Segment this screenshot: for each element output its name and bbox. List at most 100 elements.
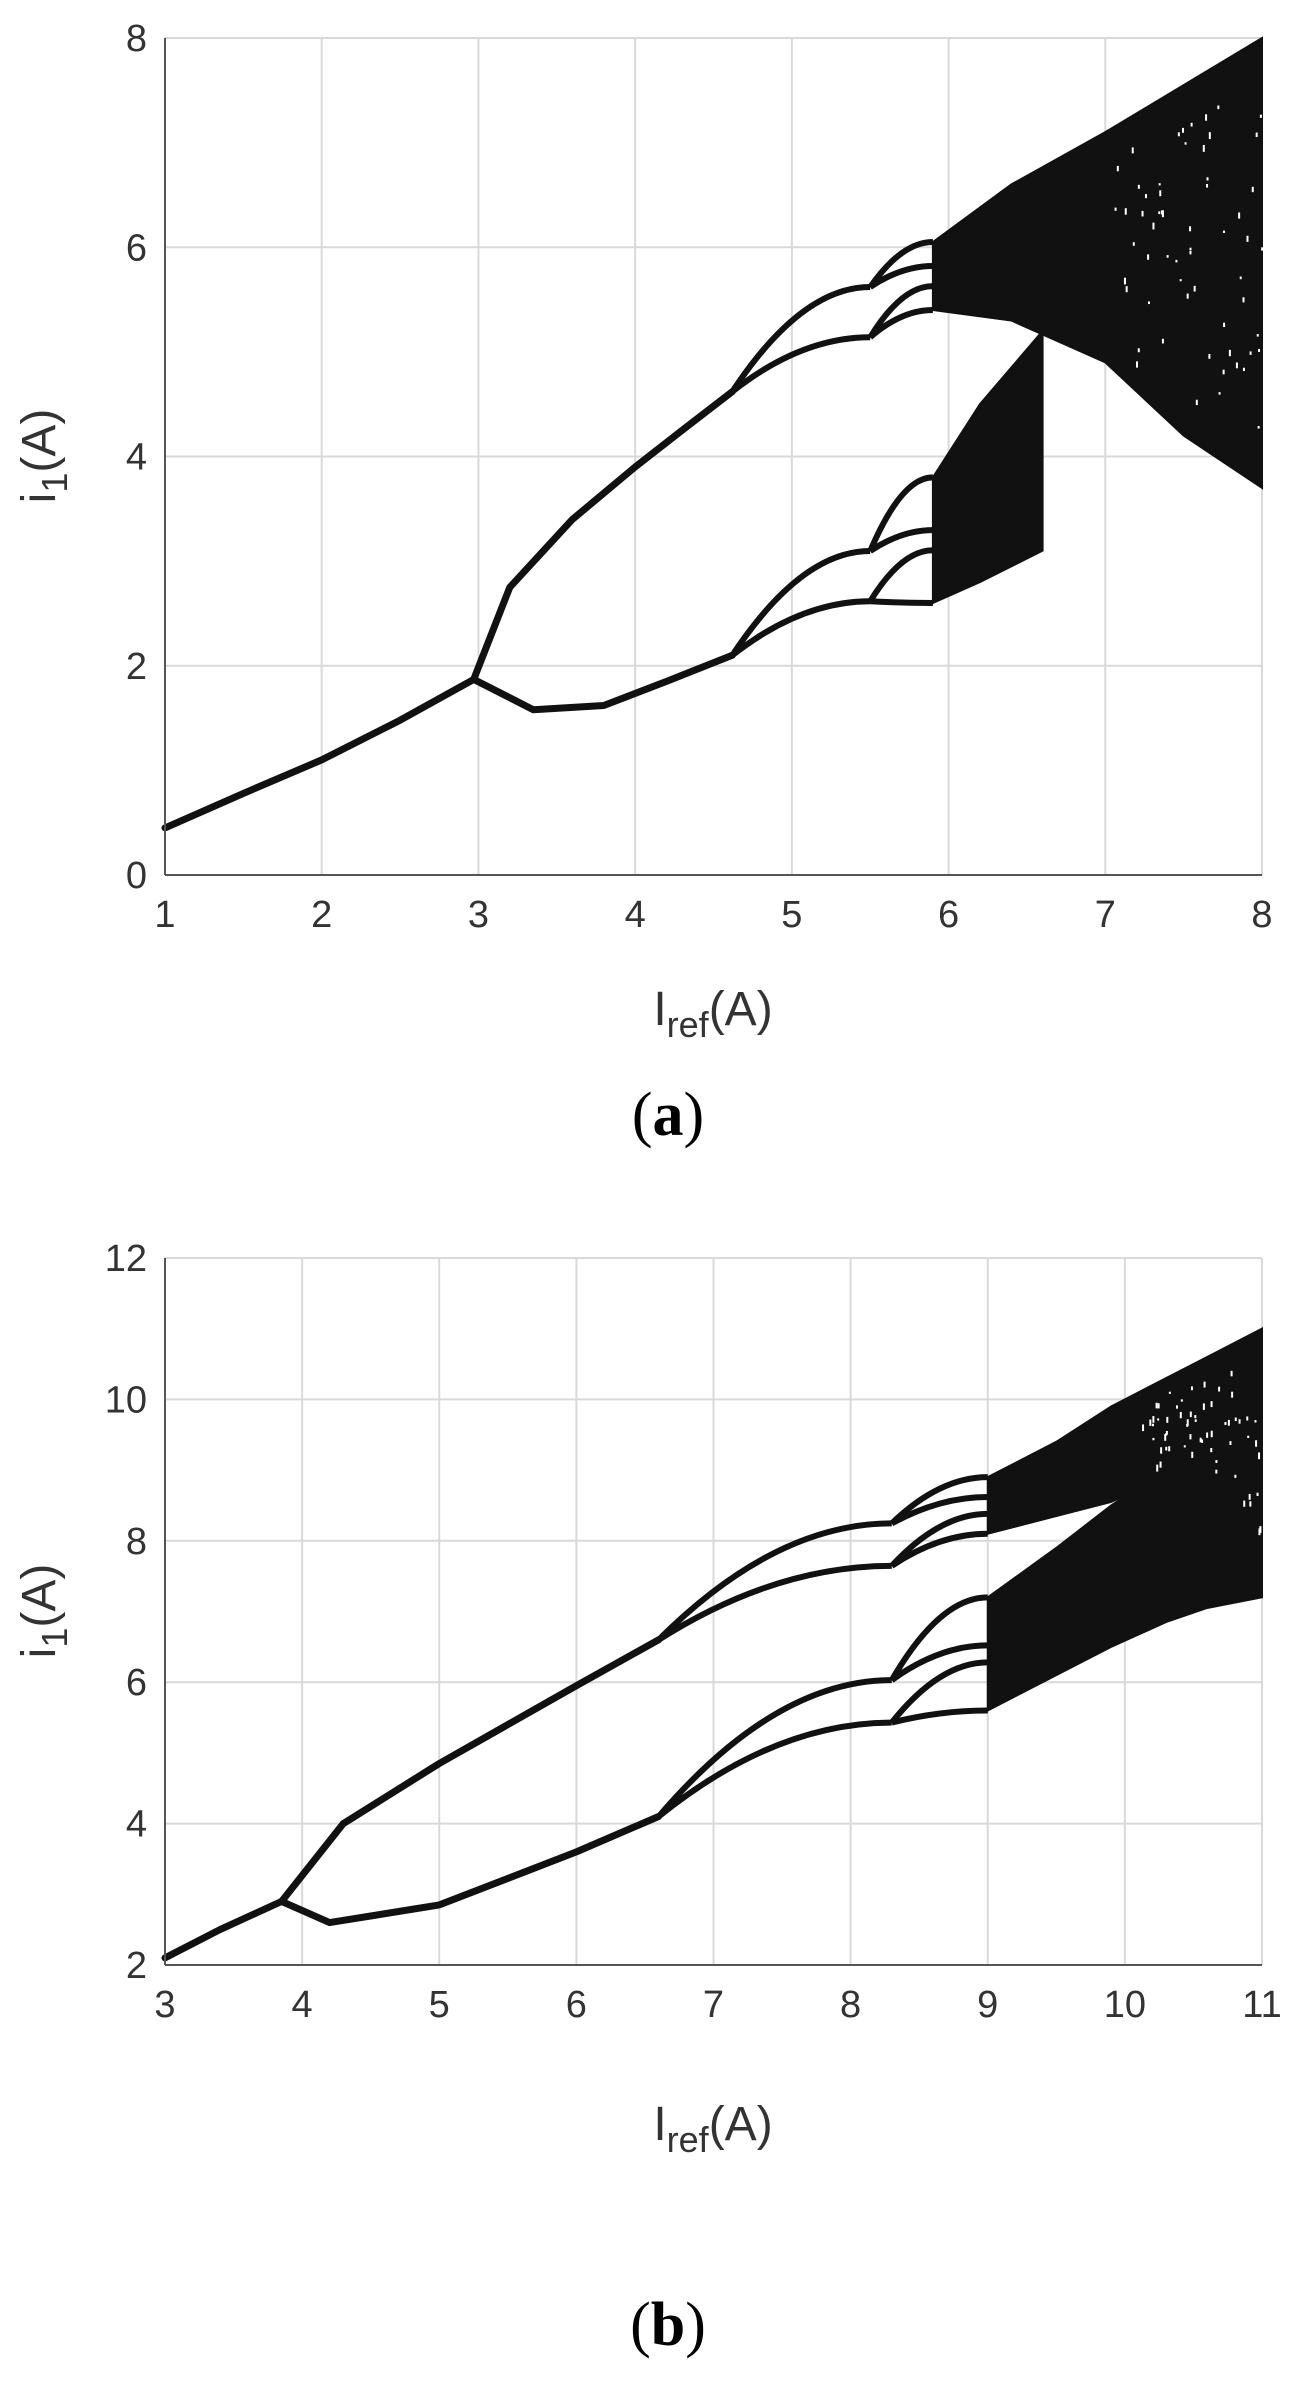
- panel-a-x-tick-label-5: 5: [781, 894, 802, 936]
- panel-b-chaos-speckle: [1234, 1474, 1237, 1478]
- panel-b-chaos-speckle: [1142, 1424, 1145, 1432]
- panel-a-chaos-speckle: [1114, 207, 1117, 211]
- panel-b-chaos-speckle: [1164, 1434, 1167, 1441]
- panel-a-chaos-speckle: [1161, 338, 1164, 344]
- panel-a-chaos-speckle: [1147, 254, 1150, 260]
- panel-a-y-tick-label-0: 0: [126, 855, 147, 897]
- panel-a-chaos-speckle: [1208, 132, 1211, 140]
- panel-a-chaos-speckle: [1181, 127, 1184, 133]
- panel-b-period8-lower-b-b: [891, 1707, 988, 1726]
- panel-a-chaos-speckle: [1189, 226, 1192, 232]
- panel-a-chaos-speckle: [1177, 132, 1180, 137]
- panel-a-y-axis-label: i1(A): [13, 409, 75, 504]
- panel-a-chaos-speckle: [1249, 351, 1252, 355]
- panel-b-chaos-speckle: [1229, 1441, 1232, 1445]
- panel-a-marks: [161, 36, 1264, 832]
- panel-a-period8-lower-b-b: [870, 598, 933, 606]
- panel-b-x-tick-label-7: 7: [703, 1984, 724, 2026]
- panel-b-x-axis-label-subscript: ref: [667, 2119, 710, 2160]
- panel-a-chaos-speckle: [1131, 147, 1134, 154]
- panel-a-chaos-speckle: [1255, 132, 1258, 138]
- panel-b-tick-labels: 3 4 5 6 7 8 9 10 11 2 4 6 8 10 12: [105, 1238, 1282, 2026]
- panel-b-chaos-speckle: [1189, 1434, 1192, 1440]
- panel-b-chaos-speckle: [1234, 1417, 1237, 1422]
- panel-b-y-tick-label-10: 10: [105, 1379, 147, 1421]
- panel-b-chaos-speckle: [1224, 1422, 1227, 1425]
- panel-b-period4-lower-b: [656, 1719, 892, 1819]
- panel-b-x-tick-label-8: 8: [840, 1984, 861, 2026]
- panel-b-chaos-speckle: [1149, 1419, 1152, 1426]
- panel-b-chaos-speckle: [1194, 1419, 1197, 1422]
- panel-a-chaos-speckle: [1202, 144, 1205, 152]
- panel-b-y-tick-label-6: 6: [126, 1662, 147, 1704]
- panel-a-chaos-speckle: [1190, 122, 1193, 127]
- panel-a-chaos-speckle: [1223, 322, 1226, 328]
- panel-b-grid: [165, 1257, 1263, 1965]
- panel-b-chaos-speckle: [1190, 1386, 1193, 1391]
- panel-a-chaos-speckle: [1189, 247, 1192, 251]
- panel-b-chaos-speckle: [1199, 1437, 1202, 1443]
- panel-b-x-tick-label-6: 6: [566, 1984, 587, 2026]
- panel-a-period8-upper-b-a: [867, 283, 934, 339]
- panel-a-period4-lower-b: [730, 598, 871, 658]
- panel-b-chaos-speckle: [1203, 1381, 1206, 1388]
- panel-a-chaos-speckle: [1205, 114, 1208, 121]
- panel-a-y-tick-label-6: 6: [126, 227, 147, 269]
- panel-b-chaos-speckle: [1201, 1439, 1204, 1443]
- panel-a-period8-upper-a-a: [867, 239, 934, 289]
- panel-a-x-tick-label-6: 6: [938, 894, 959, 936]
- panel-a-chaos-speckle: [1160, 210, 1163, 215]
- panel-a-y-axis-label-subscript: 1: [34, 473, 75, 493]
- panel-b-period8-lower-b-a: [889, 1659, 988, 1725]
- panel-b-chaos-speckle: [1215, 1460, 1218, 1463]
- panel-b-chaos-speckle: [1152, 1437, 1155, 1441]
- panel-b-chaos-speckle: [1180, 1399, 1183, 1402]
- panel-a-period2-lower-branch: [470, 651, 736, 714]
- panel-a-x-tick-label-2: 2: [311, 894, 332, 936]
- panel-a-period8-lower-a-a: [867, 474, 934, 553]
- panel-b-chaos-speckle: [1166, 1416, 1169, 1423]
- panel-a-period8-lower-b-a: [867, 547, 934, 603]
- panel-a-chaos-speckle: [1141, 210, 1144, 217]
- panel-a-chaos-speckle: [1257, 425, 1260, 429]
- panel-a-chaos-speckle: [1135, 361, 1138, 368]
- panel-a-chaos-speckle: [1238, 212, 1241, 219]
- panel-a-chaos-speckle: [1242, 297, 1245, 303]
- panel-b-x-axis-label: Iref(A): [653, 2098, 772, 2160]
- panel-a-chaos-speckle: [1217, 105, 1220, 110]
- panel-a-period2-upper-branch: [470, 388, 736, 683]
- panel-b-period2-upper-branch: [278, 1636, 663, 1905]
- panel-b-chaos-speckle: [1231, 1391, 1234, 1398]
- panel-a-chaos-speckle: [1261, 247, 1264, 251]
- panel-b-chaos-speckle: [1189, 1411, 1192, 1418]
- panel-b-caption-letter: b: [651, 2291, 685, 2359]
- panel-a-chaos-speckle: [1116, 165, 1119, 172]
- panel-b-period8-lower-a-a: [889, 1594, 988, 1682]
- panel-b-chaos-speckle: [1238, 1419, 1241, 1424]
- panel-a-chaos-speckle: [1193, 285, 1196, 292]
- panel-a-chaos-speckle: [1184, 142, 1187, 145]
- panel-a-chaos-speckle: [1144, 194, 1147, 199]
- panel-b-chaos-speckle: [1159, 1461, 1162, 1468]
- panel-b-y-tick-label-2: 2: [126, 1945, 147, 1987]
- panel-b-chaos-speckle: [1157, 1403, 1160, 1409]
- panel-b-chaos-speckle: [1179, 1412, 1182, 1419]
- panel-b-x-tick-label-11: 11: [1242, 1984, 1281, 2026]
- panel-b-y-tick-label-12: 12: [105, 1238, 147, 1280]
- panel-b-x-tick-label-10: 10: [1104, 1984, 1146, 2026]
- panel-b-chaos-speckle: [1155, 1402, 1158, 1409]
- panel-a-x-axis-label-unit: (A): [709, 983, 773, 1036]
- panel-a-chaos-speckle: [1125, 286, 1128, 293]
- panel-a-x-tick-label-7: 7: [1095, 894, 1116, 936]
- panel-a-period4-lower-a: [729, 548, 871, 657]
- panel-b-period8-upper-b-b: [890, 1530, 988, 1569]
- panel-a-chaos-speckle: [1208, 353, 1211, 359]
- panel-b-chaos-speckle: [1255, 1440, 1258, 1447]
- panel-a-chaos-speckle: [1147, 301, 1150, 305]
- panel-a-chaos-speckle: [1166, 255, 1169, 258]
- panel-b-period8-upper-a-b: [890, 1493, 988, 1527]
- panel-b-x-tick-label-9: 9: [977, 1984, 998, 2026]
- panel-b-chaos-speckle: [1248, 1493, 1251, 1500]
- panel-a-chart: 1 2 3 4 5 6 7 8 0 2 4 6 8 Iref(A) i1(A) (a): [13, 18, 1273, 1149]
